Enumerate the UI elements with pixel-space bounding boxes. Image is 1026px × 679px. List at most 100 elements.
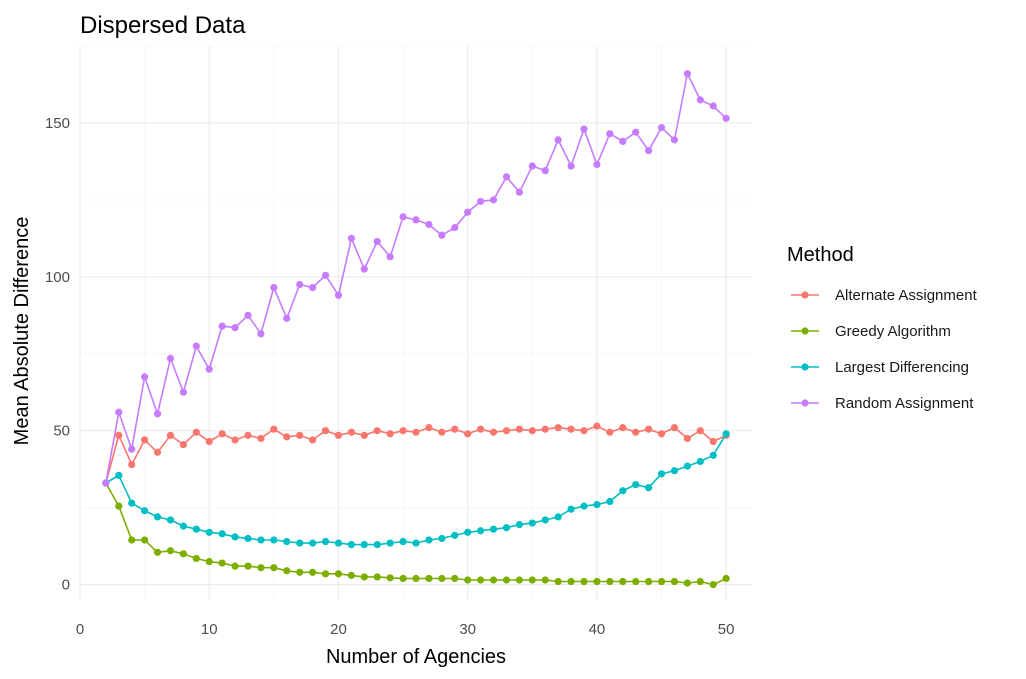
data-point-largest-differencing (438, 534, 446, 543)
data-point-greedy-algorithm (309, 568, 317, 576)
data-point-greedy-algorithm (451, 574, 459, 583)
data-point-largest-differencing (722, 430, 730, 438)
y-tick-label: 50 (53, 423, 70, 440)
data-point-greedy-algorithm (619, 577, 627, 586)
data-point-greedy-algorithm (489, 576, 498, 584)
series-largest-differencing (102, 430, 730, 549)
data-point-alternate-assignment (670, 424, 679, 432)
data-point-alternate-assignment (386, 430, 394, 438)
data-point-alternate-assignment (244, 431, 252, 439)
legend-key-point (801, 363, 809, 371)
data-point-alternate-assignment (528, 427, 536, 435)
data-point-random-assignment (231, 324, 239, 332)
data-point-random-assignment (709, 102, 717, 110)
data-point-alternate-assignment (567, 425, 575, 433)
data-point-greedy-algorithm (477, 576, 485, 584)
data-point-alternate-assignment (425, 424, 433, 432)
data-point-random-assignment (321, 271, 330, 279)
x-tick-label: 30 (459, 621, 476, 638)
data-point-largest-differencing (347, 541, 355, 549)
series-line-greedy-algorithm (105, 482, 727, 586)
data-point-random-assignment (606, 130, 614, 138)
data-point-largest-differencing (283, 537, 291, 546)
data-point-alternate-assignment (709, 437, 717, 446)
data-point-alternate-assignment (309, 436, 317, 444)
data-point-alternate-assignment (128, 460, 136, 469)
data-point-alternate-assignment (360, 431, 368, 439)
data-point-alternate-assignment (645, 425, 653, 433)
data-point-random-assignment (528, 162, 536, 170)
data-point-largest-differencing (593, 500, 601, 509)
data-point-alternate-assignment (192, 428, 200, 436)
data-point-largest-differencing (257, 536, 265, 544)
data-point-alternate-assignment (464, 430, 472, 438)
data-point-largest-differencing (166, 516, 175, 524)
data-point-greedy-algorithm (515, 576, 523, 584)
data-point-largest-differencing (632, 480, 640, 489)
data-point-largest-differencing (451, 531, 459, 539)
legend-label-greedy-algorithm: Greedy Algorithm (835, 323, 951, 340)
data-point-greedy-algorithm (502, 576, 511, 584)
data-point-largest-differencing (205, 528, 213, 536)
data-point-alternate-assignment (283, 433, 291, 441)
data-point-greedy-algorithm (541, 576, 549, 584)
data-point-random-assignment (554, 136, 562, 144)
data-point-alternate-assignment (399, 427, 407, 435)
x-tick-label: 20 (330, 621, 347, 638)
data-point-random-assignment (347, 234, 355, 242)
data-point-alternate-assignment (580, 427, 588, 435)
data-point-largest-differencing (231, 533, 239, 541)
data-point-alternate-assignment (373, 427, 381, 435)
data-point-greedy-algorithm (567, 577, 575, 586)
data-point-largest-differencing (580, 502, 588, 510)
data-point-random-assignment (296, 280, 304, 289)
data-point-greedy-algorithm (179, 550, 187, 558)
x-tick-label: 10 (201, 621, 218, 638)
data-point-greedy-algorithm (231, 562, 239, 570)
data-point-random-assignment (128, 445, 136, 453)
legend-label-alternate-assignment: Alternate Assignment (835, 287, 978, 304)
data-point-random-assignment (218, 322, 226, 330)
data-point-random-assignment (657, 123, 666, 132)
data-point-alternate-assignment (451, 425, 459, 433)
data-point-largest-differencing (464, 528, 472, 536)
data-point-alternate-assignment (489, 428, 498, 436)
data-point-largest-differencing (412, 539, 420, 547)
data-point-alternate-assignment (270, 425, 278, 433)
minor-gridlines (80, 45, 752, 600)
data-point-random-assignment (386, 253, 394, 261)
data-point-greedy-algorithm (153, 548, 162, 556)
data-point-greedy-algorithm (386, 574, 394, 582)
legend-key-random-assignment (791, 399, 819, 407)
data-point-random-assignment (360, 265, 368, 273)
data-point-largest-differencing (179, 522, 187, 530)
data-point-random-assignment (722, 114, 730, 122)
data-point-largest-differencing (645, 484, 653, 492)
data-point-random-assignment (141, 373, 149, 381)
data-point-alternate-assignment (347, 428, 355, 436)
data-point-alternate-assignment (696, 427, 704, 435)
data-point-greedy-algorithm (606, 577, 614, 586)
data-point-alternate-assignment (179, 440, 187, 449)
y-tick-label: 0 (62, 577, 70, 594)
data-point-largest-differencing (528, 519, 536, 527)
x-axis-title: Number of Agencies (326, 646, 506, 668)
data-point-greedy-algorithm (399, 574, 407, 583)
data-point-greedy-algorithm (425, 574, 433, 583)
data-point-greedy-algorithm (709, 581, 717, 589)
data-point-random-assignment (619, 137, 627, 146)
data-point-greedy-algorithm (128, 536, 136, 544)
data-point-greedy-algorithm (580, 577, 588, 586)
legend-label-random-assignment: Random Assignment (835, 395, 974, 412)
data-point-greedy-algorithm (270, 564, 278, 572)
data-point-random-assignment (412, 216, 420, 224)
data-point-alternate-assignment (515, 425, 523, 433)
data-point-largest-differencing (321, 537, 330, 546)
data-point-random-assignment (696, 96, 704, 104)
data-point-random-assignment (632, 128, 640, 136)
data-point-alternate-assignment (205, 437, 213, 446)
data-point-greedy-algorithm (334, 570, 343, 578)
data-point-random-assignment (451, 223, 459, 232)
data-point-random-assignment (477, 197, 485, 206)
